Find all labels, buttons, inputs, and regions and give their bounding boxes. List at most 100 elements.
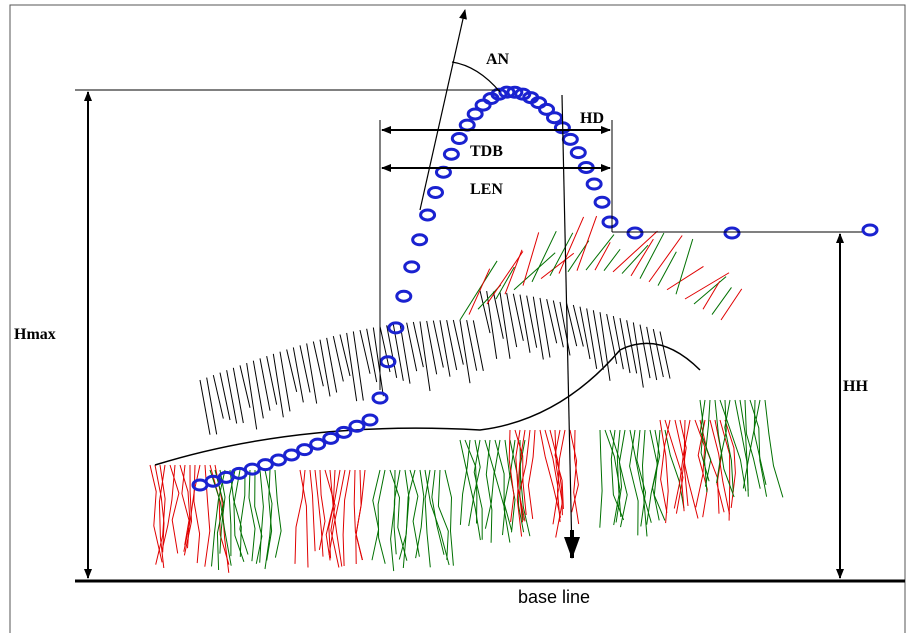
trajectory-marker <box>363 415 377 425</box>
hatch <box>660 331 670 378</box>
trajectory-marker <box>413 235 427 245</box>
hatch <box>493 292 503 339</box>
leg-line <box>495 440 505 535</box>
leg-line <box>754 400 766 485</box>
label-len: LEN <box>470 181 503 198</box>
leg-line <box>315 470 323 557</box>
leg-line <box>390 470 407 561</box>
leg-line <box>765 400 783 497</box>
trajectory-marker <box>563 134 577 144</box>
trajectory-marker <box>337 427 351 437</box>
label-base-line: base line <box>518 587 590 607</box>
trajectory-marker <box>628 228 642 238</box>
hatch <box>433 321 443 368</box>
trajectory-marker <box>324 433 338 443</box>
leg-line <box>445 470 453 566</box>
trajectory-marker <box>429 187 443 197</box>
trajectory-marker <box>460 120 474 130</box>
leg-line <box>319 470 325 550</box>
hatch <box>453 320 463 365</box>
neck-line <box>685 273 729 299</box>
leg-line <box>275 470 281 558</box>
neck-line <box>532 231 556 282</box>
hatch <box>480 291 490 333</box>
label-tdb: TDB <box>470 143 503 160</box>
neck-line <box>559 217 584 274</box>
label-hmax: Hmax <box>14 326 56 343</box>
leg-line <box>378 470 385 564</box>
leg-line <box>249 470 255 561</box>
leg-line <box>674 420 690 509</box>
trajectory-marker <box>603 217 617 227</box>
trajectory <box>193 87 877 490</box>
hatch <box>587 308 597 368</box>
neck-line <box>460 261 497 320</box>
hatch <box>307 343 317 403</box>
label-hd: HD <box>580 110 604 127</box>
hatch <box>613 316 623 369</box>
neck-line <box>514 253 555 290</box>
leg-line <box>372 470 380 560</box>
trajectory-marker <box>725 228 739 238</box>
leg-line <box>545 430 558 524</box>
neck-line <box>721 289 742 320</box>
hatch <box>280 352 290 412</box>
horse-stick-figures <box>150 216 783 573</box>
trajectory-marker <box>444 149 458 159</box>
leg-line <box>438 470 448 560</box>
hatch <box>567 303 577 346</box>
leg-line <box>460 440 470 525</box>
neck-line <box>667 266 703 289</box>
hatch <box>647 327 657 380</box>
trajectory-marker <box>595 197 609 207</box>
leg-line <box>310 470 315 551</box>
neck-line <box>541 253 574 278</box>
leg-line <box>150 465 162 562</box>
trajectory-marker <box>373 393 387 403</box>
hatch <box>553 301 563 348</box>
trajectory-marker <box>863 225 877 235</box>
hatch <box>640 325 650 379</box>
leg-line <box>630 430 639 535</box>
hatch <box>513 294 523 341</box>
leg-line <box>230 470 241 557</box>
leg-line <box>325 470 339 568</box>
neck-line <box>487 251 523 304</box>
label-hh: HH <box>843 378 868 395</box>
hatch <box>580 307 590 359</box>
leg-line <box>403 470 409 568</box>
leg-line <box>156 465 165 565</box>
hatch <box>547 299 557 343</box>
leg-line <box>343 470 350 566</box>
leg-line <box>295 470 305 564</box>
hatch <box>620 318 630 373</box>
trajectory-marker <box>350 421 364 431</box>
trajectory-marker <box>421 210 435 220</box>
trajectory-marker <box>547 113 561 123</box>
neck-line <box>523 232 539 285</box>
neck-line <box>505 250 522 294</box>
trajectory-marker <box>405 262 419 272</box>
hatch <box>340 335 350 377</box>
leg-line <box>425 470 430 567</box>
leg-line <box>354 470 362 560</box>
trajectory-marker <box>587 179 601 189</box>
trajectory-marker <box>452 134 466 144</box>
trajectory-marker <box>311 439 325 449</box>
leg-line <box>725 420 735 508</box>
diagram: AN HD TDB LEN Hmax HH base line <box>0 0 910 633</box>
leg-line <box>485 440 494 529</box>
leg-line <box>170 465 179 553</box>
neck-line <box>586 235 614 271</box>
neck-line <box>649 235 682 281</box>
leg-line <box>600 430 602 528</box>
leg-line <box>162 465 175 551</box>
leg-line <box>528 430 535 519</box>
hatch <box>240 365 250 407</box>
leg-line <box>234 470 244 562</box>
neck-line <box>712 287 731 314</box>
frame <box>10 5 905 633</box>
neck-line <box>703 281 720 309</box>
trajectory-marker <box>571 148 585 158</box>
leg-line <box>260 470 264 563</box>
